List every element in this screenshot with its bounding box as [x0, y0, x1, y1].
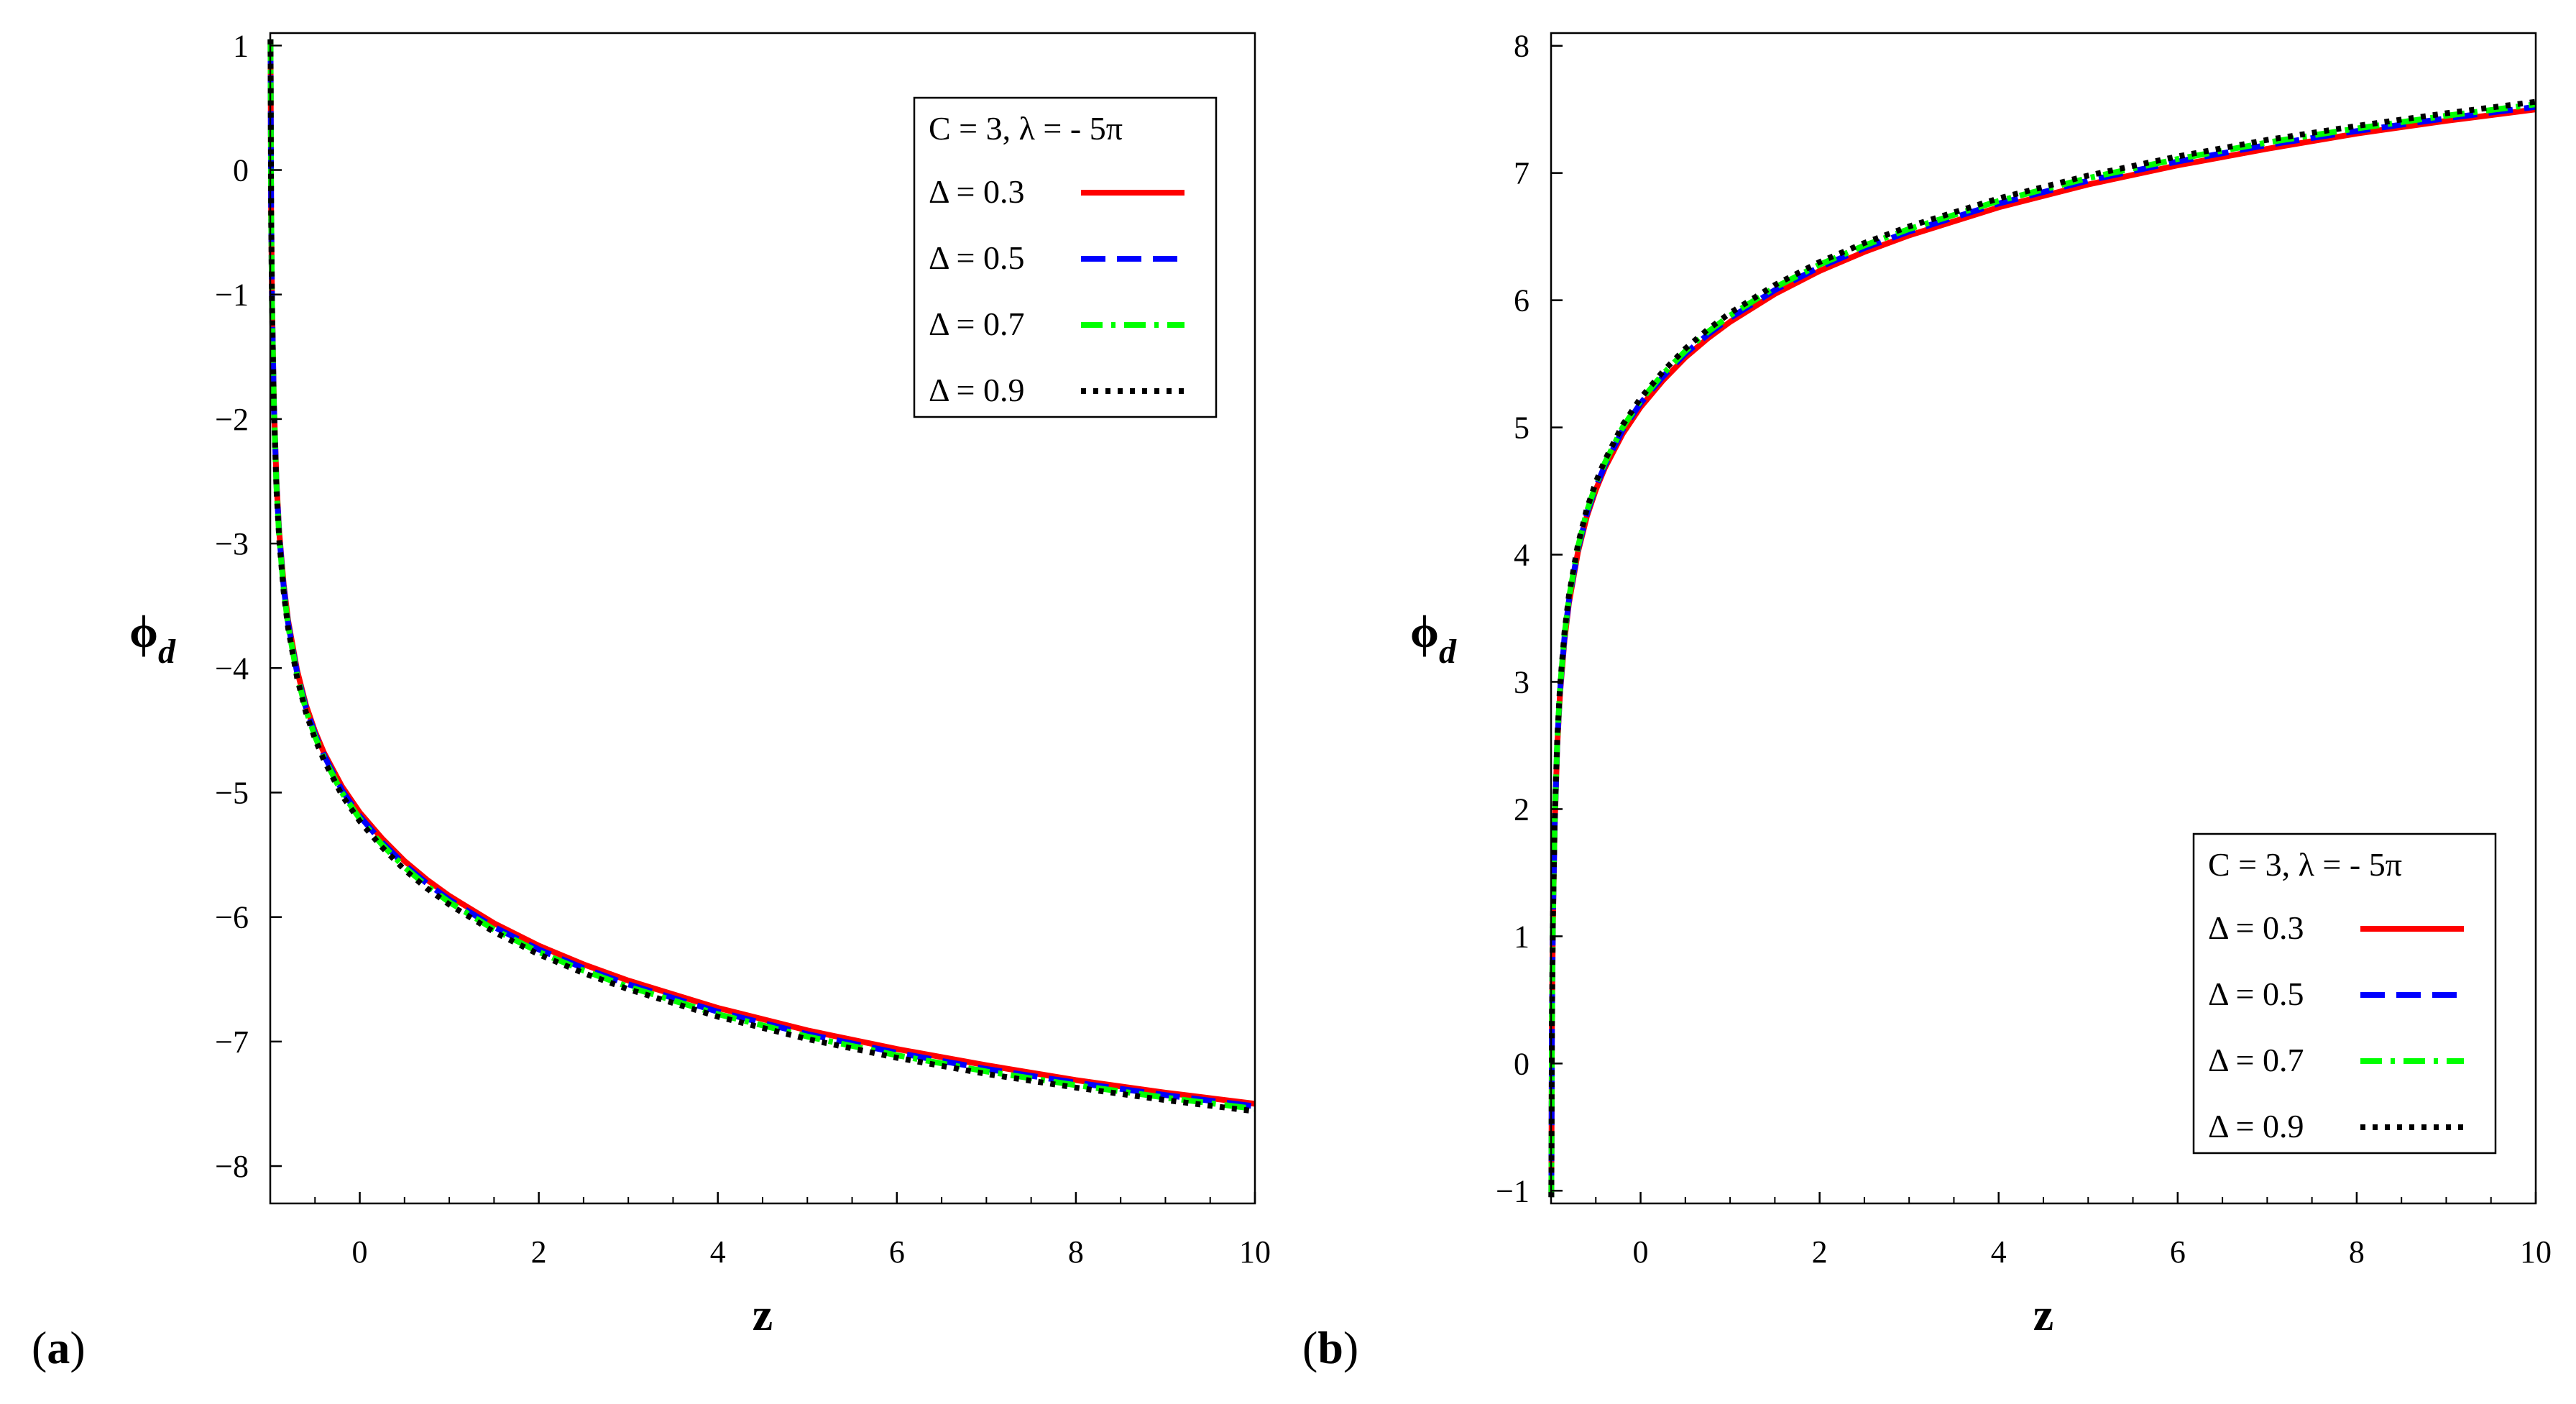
legend-label-a-3: Δ = 0.9 [929, 372, 1025, 408]
y-tick-label-a: −5 [215, 775, 249, 810]
y-tick-label-a: −8 [215, 1149, 249, 1184]
x-tick-label-a: 4 [710, 1234, 726, 1270]
y-tick-label-a: −7 [215, 1024, 249, 1060]
x-tick-label-a: 10 [1239, 1234, 1271, 1270]
legend-title-a: C = 3, λ = - 5π [929, 110, 1123, 147]
y-tick-label-a: 1 [233, 28, 249, 63]
y-tick-label-b: 0 [1514, 1046, 1530, 1081]
legend-a: C = 3, λ = - 5π Δ = 0.3 Δ = 0.5 Δ = 0.7 … [913, 96, 1218, 418]
y-tick-label-b: −1 [1496, 1173, 1530, 1208]
y-axis-title-a: ϕd [129, 606, 176, 671]
y-tick-label-b: 2 [1514, 792, 1530, 827]
legend-label-b-2: Δ = 0.7 [2208, 1042, 2304, 1078]
y-tick-label-b: 1 [1514, 919, 1530, 954]
legend-label-b-1: Δ = 0.5 [2208, 976, 2304, 1012]
y-tick-label-b: 3 [1514, 664, 1530, 699]
y-tick-label-a: −1 [215, 277, 249, 313]
x-tick-label-b: 6 [2170, 1234, 2186, 1270]
series-line-a-3 [267, 39, 1256, 1114]
x-tick-label-a: 0 [352, 1234, 368, 1270]
y-tick-label-b: 7 [1514, 156, 1530, 191]
panel-label-b: (b) [1302, 1322, 1358, 1373]
y-tick-label-b: 6 [1514, 283, 1530, 318]
x-tick-label-b: 8 [2349, 1234, 2365, 1270]
legend-b: C = 3, λ = - 5π Δ = 0.3 Δ = 0.5 Δ = 0.7 … [2192, 832, 2497, 1155]
legend-label-b-3: Δ = 0.9 [2208, 1108, 2304, 1144]
x-axis-title-a: z [753, 1289, 773, 1340]
x-tick-label-b: 2 [1812, 1234, 1828, 1270]
x-tick-label-b: 10 [2520, 1234, 2552, 1270]
y-axis-title-b: ϕd [1410, 606, 1457, 671]
legend-label-a-0: Δ = 0.3 [929, 173, 1025, 210]
panel-label-a: (a) [32, 1322, 86, 1373]
y-tick-label-a: −2 [215, 402, 249, 437]
x-tick-label-b: 4 [1991, 1234, 2007, 1270]
x-tick-label-a: 6 [889, 1234, 905, 1270]
legend-label-b-0: Δ = 0.3 [2208, 909, 2304, 946]
y-tick-label-b: 8 [1514, 29, 1530, 64]
x-tick-label-a: 8 [1068, 1234, 1084, 1270]
y-tick-label-a: −6 [215, 900, 249, 935]
legend-title-b: C = 3, λ = - 5π [2208, 846, 2402, 883]
series-layer-a [267, 39, 1256, 1114]
y-tick-label-b: 5 [1514, 410, 1530, 446]
series-layer-b [1548, 98, 2536, 1198]
x-tick-label-a: 2 [531, 1234, 547, 1270]
y-tick-label-a: −4 [215, 651, 249, 686]
y-tick-label-b: 4 [1514, 538, 1530, 573]
x-tick-label-b: 0 [1633, 1234, 1649, 1270]
legend-label-a-1: Δ = 0.5 [929, 239, 1025, 276]
x-axis-title-b: z [2033, 1289, 2053, 1340]
legend-label-a-2: Δ = 0.7 [929, 306, 1025, 342]
y-tick-label-a: 0 [233, 153, 249, 188]
y-tick-label-a: −3 [215, 526, 249, 561]
